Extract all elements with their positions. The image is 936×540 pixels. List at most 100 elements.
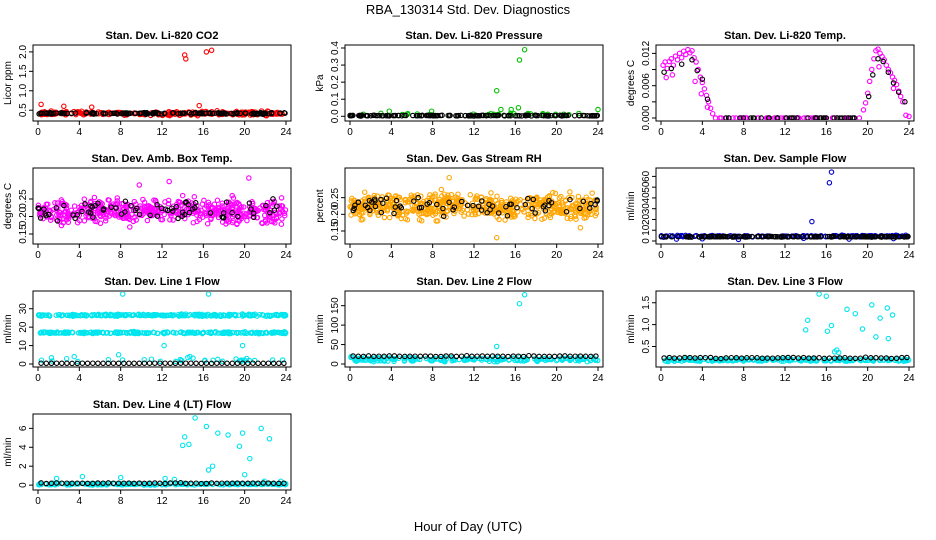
- data-point-black: [795, 355, 802, 361]
- data-point-orange: [509, 208, 516, 214]
- y-axis-label: Licor ppm: [3, 61, 14, 105]
- data-point-orange: [381, 214, 388, 221]
- data-point-magenta: [201, 197, 207, 204]
- data-point-black: [678, 61, 685, 67]
- data-point-cyan: [493, 343, 500, 350]
- x-tick-label: 0: [658, 373, 664, 384]
- data-point-black: [146, 480, 153, 487]
- data-point-black: [172, 480, 179, 486]
- panel-title: Stan. Dev. Li-820 Temp.: [724, 30, 846, 42]
- data-point-cyan-high: [151, 312, 158, 319]
- data-point-black: [726, 115, 732, 120]
- data-point-cyan-mid: [40, 330, 47, 336]
- data-point-black: [479, 353, 486, 359]
- data-point-magenta: [142, 208, 148, 214]
- data-point-magenta: [709, 110, 716, 117]
- data-point-black: [193, 360, 199, 366]
- data-point-orange: [483, 196, 490, 202]
- data-points: [348, 292, 601, 365]
- data-point-orange: [461, 213, 467, 219]
- data-point-black: [899, 354, 905, 361]
- data-point-black: [172, 360, 179, 366]
- data-point-cyan-mid: [141, 330, 148, 336]
- data-point-orange: [371, 192, 377, 199]
- data-point-black: [559, 112, 566, 119]
- data-point-magenta: [62, 208, 68, 215]
- data-point-orange: [446, 174, 452, 181]
- data-point-black: [705, 234, 711, 240]
- data-point-magenta: [856, 115, 863, 120]
- data-point-magenta: [76, 217, 83, 224]
- data-point-cyan-high: [56, 311, 63, 318]
- data-point-orange: [572, 213, 579, 220]
- data-point-cyan: [179, 442, 186, 449]
- data-point-cyan-mid: [281, 328, 288, 335]
- data-point-cyan-low: [115, 352, 122, 358]
- data-point-magenta: [229, 206, 236, 213]
- data-point-black: [102, 110, 108, 117]
- data-point-black: [536, 353, 542, 360]
- x-tick-label: 16: [821, 250, 833, 261]
- data-point-black: [392, 112, 399, 119]
- data-point-orange: [531, 202, 538, 208]
- x-tick-label: 24: [280, 373, 292, 384]
- data-point-cyan-mid: [50, 330, 57, 336]
- data-point-red: [88, 104, 95, 110]
- x-tick-label: 8: [118, 127, 124, 138]
- data-point-black: [239, 360, 246, 366]
- y-tick-label: 0: [18, 482, 29, 488]
- data-point-black: [786, 115, 793, 120]
- data-point-black: [712, 233, 719, 240]
- x-tick-label: 24: [592, 127, 604, 138]
- data-point-black: [824, 233, 831, 240]
- data-point-black: [378, 209, 385, 216]
- data-point-red: [183, 56, 189, 62]
- data-point-black: [821, 355, 828, 362]
- data-point-magenta: [144, 217, 151, 224]
- data-point-red: [77, 110, 84, 116]
- data-point-black: [694, 67, 700, 74]
- x-tick-label: 8: [430, 127, 436, 138]
- data-point-orange: [583, 214, 589, 221]
- data-point-black: [577, 205, 583, 212]
- x-tick-label: 0: [347, 127, 353, 138]
- data-point-magenta: [208, 215, 214, 221]
- x-tick-label: 4: [77, 127, 83, 138]
- data-point-black: [79, 208, 85, 215]
- data-point-black: [692, 355, 698, 361]
- data-point-cyan-mid: [80, 329, 87, 336]
- data-point-black: [101, 206, 107, 212]
- x-tick-label: 0: [35, 496, 41, 507]
- y-tick-label: 50: [330, 339, 341, 351]
- data-point-black: [383, 195, 390, 202]
- data-point-cyan-mid: [38, 329, 45, 336]
- x-tick-label: 24: [280, 127, 292, 138]
- data-point-cyan-mid: [184, 330, 190, 336]
- data-point-orange: [402, 215, 409, 222]
- data-point-cyan-high: [182, 312, 188, 319]
- data-point-magenta: [224, 205, 231, 212]
- data-point-black: [830, 233, 836, 240]
- data-point-magenta: [123, 215, 130, 221]
- data-point-orange: [385, 192, 391, 198]
- data-point-black: [479, 198, 485, 204]
- x-tick-label: 8: [430, 373, 436, 384]
- data-point-cyan: [236, 443, 243, 450]
- data-point-black: [72, 215, 78, 222]
- data-point-black: [446, 112, 453, 119]
- data-point-magenta: [246, 175, 252, 181]
- data-point-black: [203, 360, 210, 366]
- panel-6: Stan. Dev. Sample Flow ml/min 0 4 8 12 16 20 24 0…: [626, 153, 915, 261]
- data-point-magenta: [130, 218, 137, 225]
- data-point-black: [478, 207, 485, 213]
- data-point-magenta: [74, 209, 80, 216]
- data-point-black: [250, 480, 256, 486]
- panel-title: Stan. Dev. Line 2 Flow: [416, 276, 532, 288]
- y-axis-label: ml/min: [3, 314, 14, 343]
- data-point-black: [533, 112, 539, 119]
- data-point-black: [121, 480, 127, 486]
- data-point-black: [181, 110, 187, 117]
- data-point-blue: [823, 233, 829, 240]
- data-point-black: [689, 57, 695, 63]
- data-point-black: [772, 233, 779, 240]
